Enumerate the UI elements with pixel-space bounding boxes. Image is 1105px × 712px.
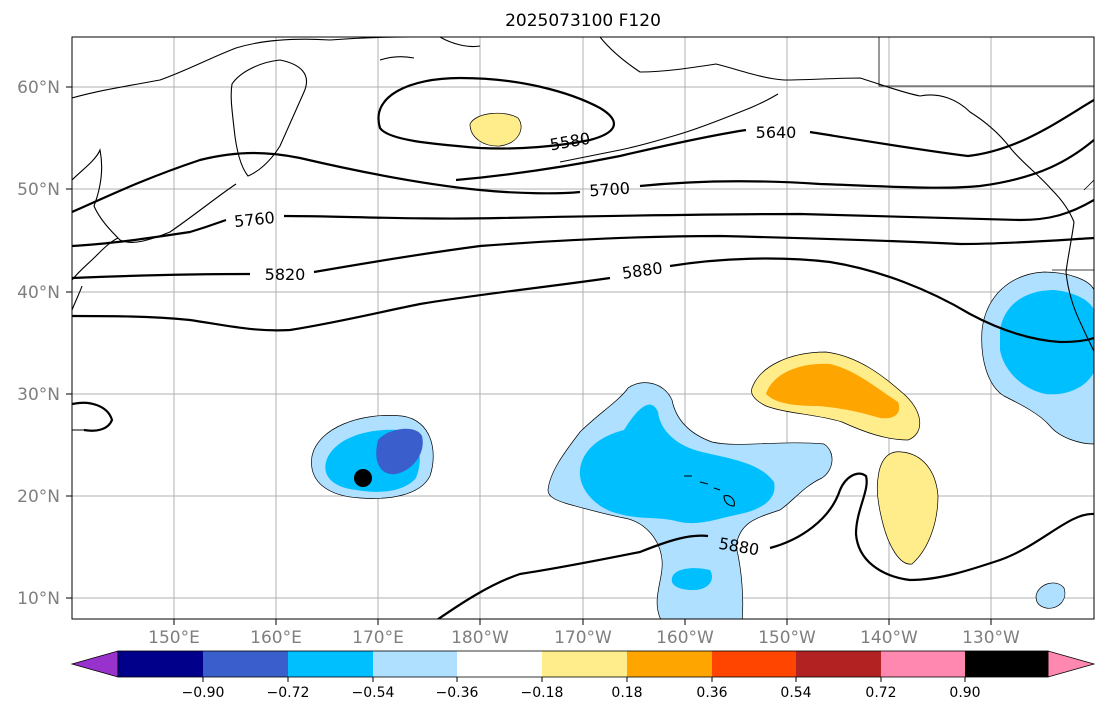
anomaly-shading xyxy=(311,112,1094,619)
lon-tick-label: 150°E xyxy=(148,628,200,648)
contour-5580 xyxy=(377,76,616,150)
colorbar-segment xyxy=(457,651,542,677)
coast-bering-islands xyxy=(379,37,481,61)
colorbar-tick-label: 0.90 xyxy=(949,685,980,701)
colorbar-tick-label: 0.36 xyxy=(696,685,727,701)
colorbar-segment xyxy=(712,651,796,677)
contour-label: 5640 xyxy=(756,123,797,142)
coast-kamchatka xyxy=(230,59,307,177)
colorbar-tick-label: −0.54 xyxy=(352,685,395,701)
coast-okhotsk-kuril xyxy=(72,148,237,243)
colorbar-tick-label: 0.54 xyxy=(780,685,811,701)
colorbar-segment xyxy=(965,651,1048,677)
colorbar-tick-label: −0.36 xyxy=(436,685,479,701)
coastlines xyxy=(72,37,1094,507)
political-borders xyxy=(878,37,1094,271)
colorbar-tick-label: −0.18 xyxy=(521,685,564,701)
contour-5760 xyxy=(72,199,1094,248)
lat-tick-label: 10°N xyxy=(17,589,60,609)
contour-5640 xyxy=(455,99,1094,182)
lon-tick-label: 180°W xyxy=(451,628,509,648)
colorbar-segment xyxy=(881,651,965,677)
coast-korea-china xyxy=(72,285,83,311)
coast-aleutians xyxy=(559,93,779,163)
negative-anomaly-hawaii-inner xyxy=(579,404,775,524)
coast-alaska-west xyxy=(599,37,921,97)
contour-5700 xyxy=(72,139,1094,214)
colorbar-segment xyxy=(627,651,712,677)
lat-tick-label: 20°N xyxy=(17,487,60,507)
colorbar-outline xyxy=(117,650,1049,678)
contour-5880-south xyxy=(436,472,1094,619)
negative-anomaly-west-pacific-core xyxy=(376,428,423,475)
coast-us-west xyxy=(1065,221,1094,353)
lat-tick-label: 30°N xyxy=(17,385,60,405)
colorbar-segment xyxy=(118,651,203,677)
contour-label: 5760 xyxy=(233,208,275,231)
colorbar-tick-label: 0.18 xyxy=(611,685,642,701)
map-area xyxy=(72,37,1094,619)
lon-tick-label: 160°W xyxy=(656,628,714,648)
colorbar-tick-label: −0.72 xyxy=(267,685,310,701)
positive-anomaly-northeast-pacific-inner xyxy=(766,363,900,419)
negative-anomaly-small-east xyxy=(1035,582,1066,609)
colorbar-extend-high xyxy=(1047,650,1096,678)
colorbar-segment xyxy=(373,651,457,677)
colorbar: −0.90 −0.72 −0.54 −0.36 −0.18 0.18 0.36 … xyxy=(70,650,1096,701)
latitude-axis: 60°N 50°N 40°N 30°N 20°N 10°N xyxy=(17,78,72,609)
lat-tick-label: 40°N xyxy=(17,283,60,303)
lat-tick-label: 50°N xyxy=(17,180,60,200)
lon-tick-label: 150°W xyxy=(758,628,816,648)
contour-label: 5580 xyxy=(548,129,591,155)
contour-label: 5880 xyxy=(621,258,664,282)
negative-anomaly-california-inner xyxy=(1000,290,1094,395)
colorbar-tick-label: −0.90 xyxy=(182,685,225,701)
gridlines xyxy=(72,37,1094,619)
negative-anomaly-hawaii-south xyxy=(671,568,713,590)
coast-alaska-south xyxy=(919,94,1075,223)
lon-tick-label: 130°W xyxy=(962,628,1020,648)
contour-5880-north xyxy=(72,257,1094,344)
height-contours xyxy=(72,76,1094,619)
contour-5820 xyxy=(72,234,1094,280)
lat-tick-label: 60°N xyxy=(17,78,60,98)
lon-tick-label: 160°E xyxy=(250,628,302,648)
colorbar-segment xyxy=(288,651,373,677)
longitude-axis: 150°E 160°E 170°E 180°W 170°W 160°W 150°… xyxy=(148,619,1020,648)
hawaii-islands xyxy=(684,475,735,507)
lon-tick-label: 170°E xyxy=(352,628,404,648)
colorbar-segment xyxy=(203,651,288,677)
positive-anomaly-bering xyxy=(469,112,522,147)
lon-tick-label: 140°W xyxy=(860,628,918,648)
colorbar-extend-low xyxy=(70,650,119,678)
storm-center-dot xyxy=(354,469,372,487)
colorbar-segment xyxy=(796,651,881,677)
contour-small-wp xyxy=(72,401,114,432)
coast-asia-siberia xyxy=(72,37,411,99)
colorbar-tick-label: 0.72 xyxy=(865,685,896,701)
contour-label: 5700 xyxy=(589,179,631,201)
contour-label: 5820 xyxy=(265,265,306,284)
positive-anomaly-east-subtropics xyxy=(876,451,939,565)
colorbar-segment xyxy=(542,651,627,677)
map-title: 2025073100 F120 xyxy=(505,11,661,31)
lon-tick-label: 170°W xyxy=(554,628,612,648)
